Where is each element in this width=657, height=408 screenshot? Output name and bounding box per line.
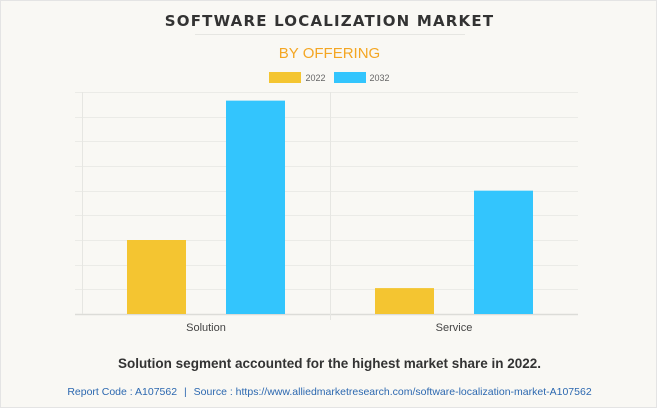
bar-solution-2032 xyxy=(226,100,285,314)
report-code: Report Code : A107562 xyxy=(67,386,178,398)
chart-subtitle: BY OFFERING xyxy=(278,45,381,62)
source-footer: Report Code : A107562 | Source : https:/… xyxy=(1,386,657,398)
legend-label-2022: 2022 xyxy=(305,72,326,83)
legend-swatch-2022 xyxy=(269,72,302,83)
legend-swatch-2032 xyxy=(333,72,366,83)
source-link[interactable]: Source : https://www.alliedmarketresearc… xyxy=(193,386,592,398)
legend: 2022 2032 xyxy=(1,72,657,83)
bar-service-2032 xyxy=(474,190,533,314)
x-tick-label-solution: Solution xyxy=(186,322,226,334)
bar-solution-2022 xyxy=(127,240,186,314)
legend-item-2032[interactable]: 2032 xyxy=(333,72,390,83)
footer-separator: | xyxy=(184,386,187,398)
chart-title: SOFTWARE LOCALIZATION MARKET xyxy=(164,12,495,30)
x-tick-label-service: Service xyxy=(436,322,473,334)
legend-item-2022[interactable]: 2022 xyxy=(269,72,326,83)
insight-text: Solution segment accounted for the highe… xyxy=(117,356,542,371)
bar-service-2022 xyxy=(375,288,434,314)
title-divider xyxy=(195,34,465,35)
bar-chart: Solution Service xyxy=(75,92,578,334)
legend-label-2032: 2032 xyxy=(369,72,390,83)
